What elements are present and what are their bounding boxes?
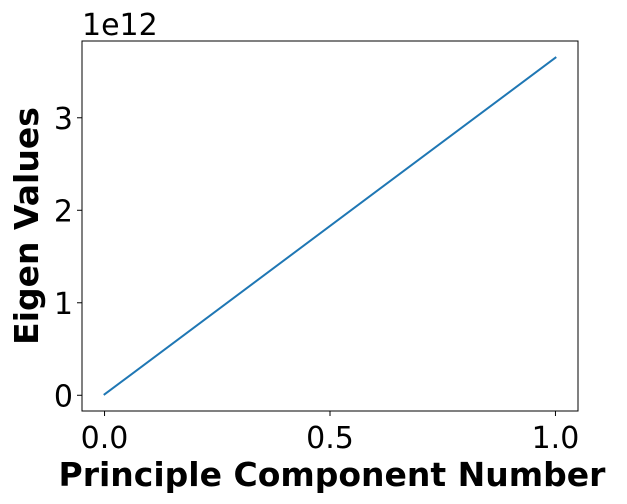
x-axis-label: Principle Component Number xyxy=(59,455,607,494)
axes-frame xyxy=(81,40,579,412)
x-axis: 0.0 0.5 1.0 xyxy=(81,411,580,456)
y-tick-label: 3 xyxy=(54,102,73,137)
y-tick-label: 2 xyxy=(54,194,73,229)
plot-area xyxy=(103,56,557,396)
y-axis: 0 1 2 3 xyxy=(54,102,82,414)
x-tick-label: 1.0 xyxy=(532,421,580,456)
x-tick-label: 0.0 xyxy=(81,421,129,456)
series-line-0 xyxy=(103,56,557,396)
y-tick-label: 0 xyxy=(54,379,73,414)
x-tick-label: 0.5 xyxy=(306,421,354,456)
y-axis-label: Eigen Values xyxy=(7,107,46,345)
y-axis-offset-label: 1e12 xyxy=(82,8,158,43)
y-tick-label: 1 xyxy=(54,287,73,322)
